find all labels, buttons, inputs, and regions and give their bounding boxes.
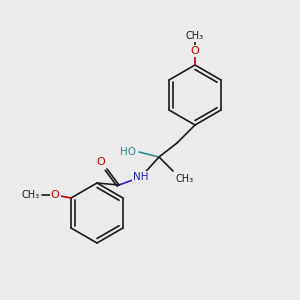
Text: NH: NH [133,172,149,182]
Text: HO: HO [120,147,136,157]
Text: O: O [96,157,105,167]
Text: CH₃: CH₃ [175,174,193,184]
Text: CH₃: CH₃ [186,31,204,41]
Text: O: O [51,190,59,200]
Text: O: O [190,46,200,56]
Text: CH₃: CH₃ [22,190,40,200]
